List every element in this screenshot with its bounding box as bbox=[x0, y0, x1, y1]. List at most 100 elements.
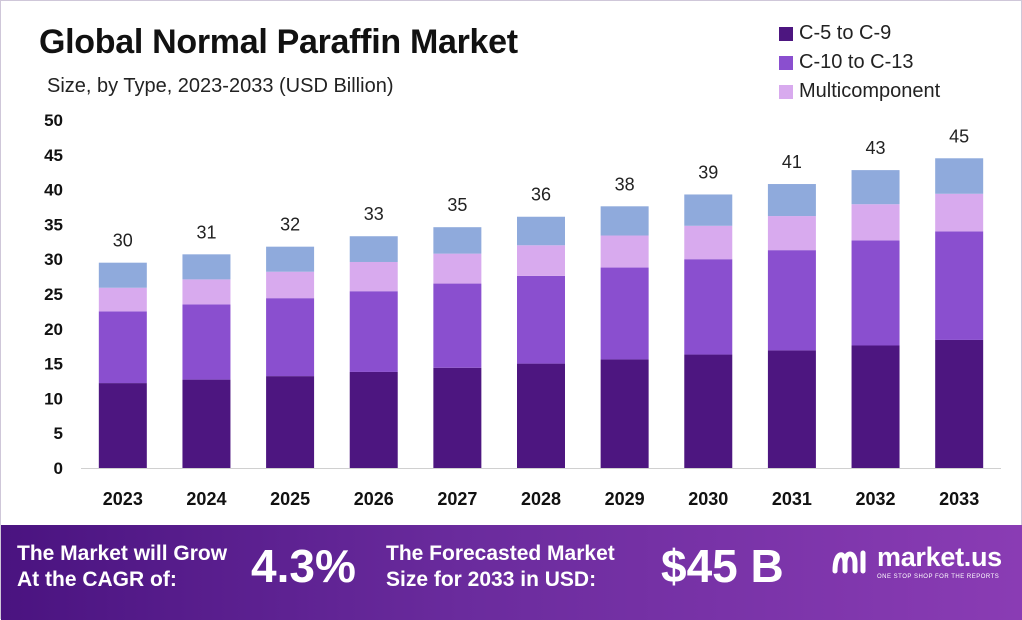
x-tick-label-2033: 2033 bbox=[939, 489, 979, 509]
x-tick-label-2031: 2031 bbox=[772, 489, 812, 509]
y-tick-label-15: 15 bbox=[44, 355, 63, 374]
bar-segment-2025-multicomponent bbox=[266, 271, 315, 299]
bar-total-label-2024: 31 bbox=[196, 222, 216, 242]
legend-item-multicomponent: Multicomponent bbox=[779, 77, 940, 106]
cagr-value: 4.3% bbox=[251, 540, 356, 592]
legend-swatch-c5-c9 bbox=[779, 26, 793, 41]
bar-segment-2030-multicomponent bbox=[684, 225, 733, 260]
forecast-label: The Forecasted Market Size for 2033 in U… bbox=[386, 541, 615, 593]
bar-total-label-2031: 41 bbox=[782, 152, 802, 172]
bar-total-label-2033: 45 bbox=[949, 126, 969, 146]
bar-segment-2031-other bbox=[767, 184, 816, 217]
bar-segment-2029-c-5-to-c-9 bbox=[600, 359, 649, 468]
logo-name: market.us bbox=[877, 542, 1002, 572]
bar-segment-2033-c-5-to-c-9 bbox=[935, 339, 984, 468]
x-tick-label-2029: 2029 bbox=[605, 489, 645, 509]
y-tick-label-30: 30 bbox=[44, 250, 63, 269]
bar-segment-2025-c-10-to-c-13 bbox=[266, 298, 315, 377]
bar-segment-2032-multicomponent bbox=[851, 204, 900, 241]
legend-item-c10-c13: C-10 to C-13 bbox=[779, 48, 940, 77]
bar-segment-2025-c-5-to-c-9 bbox=[266, 376, 315, 468]
bar-total-label-2026: 33 bbox=[364, 204, 384, 224]
y-tick-label-10: 10 bbox=[44, 389, 63, 408]
bar-segment-2030-c-5-to-c-9 bbox=[684, 354, 733, 468]
market-us-logo[interactable]: market.us ONE STOP SHOP FOR THE REPORTS bbox=[831, 541, 1002, 581]
summary-banner: The Market will Grow At the CAGR of: 4.3… bbox=[1, 525, 1022, 620]
bar-segment-2030-other bbox=[684, 194, 733, 226]
chart-title: Global Normal Paraffin Market bbox=[39, 23, 518, 61]
bar-segment-2033-c-10-to-c-13 bbox=[935, 231, 984, 340]
bar-segment-2023-c-10-to-c-13 bbox=[98, 311, 147, 384]
bar-segment-2024-c-10-to-c-13 bbox=[182, 304, 231, 380]
bar-segment-2027-c-5-to-c-9 bbox=[433, 367, 482, 468]
forecast-label-line-1: The Forecasted Market bbox=[386, 542, 615, 565]
bar-segment-2032-c-10-to-c-13 bbox=[851, 240, 900, 346]
chart-legend: C-5 to C-9 C-10 to C-13 Multicomponent bbox=[779, 19, 940, 106]
legend-swatch-multicomponent bbox=[779, 84, 793, 99]
bar-segment-2027-other bbox=[433, 227, 482, 254]
bar-total-label-2032: 43 bbox=[866, 138, 886, 158]
bar-segment-2026-c-10-to-c-13 bbox=[349, 291, 398, 372]
bar-segment-2025-other bbox=[266, 246, 315, 272]
cagr-label-line-2: At the CAGR of: bbox=[17, 568, 177, 591]
bar-segment-2027-c-10-to-c-13 bbox=[433, 283, 482, 368]
bar-segment-2024-multicomponent bbox=[182, 279, 231, 305]
bar-segment-2031-c-5-to-c-9 bbox=[767, 350, 816, 468]
x-tick-label-2030: 2030 bbox=[688, 489, 728, 509]
bar-segment-2033-multicomponent bbox=[935, 193, 984, 232]
x-tick-label-2023: 2023 bbox=[103, 489, 143, 509]
bar-segment-2031-multicomponent bbox=[767, 216, 816, 251]
x-tick-label-2025: 2025 bbox=[270, 489, 310, 509]
bar-segment-2023-multicomponent bbox=[98, 287, 147, 312]
bar-segment-2026-c-5-to-c-9 bbox=[349, 371, 398, 468]
bar-total-label-2028: 36 bbox=[531, 185, 551, 205]
bar-total-label-2023: 30 bbox=[113, 231, 133, 251]
bar-total-label-2029: 38 bbox=[615, 174, 635, 194]
bar-segment-2028-c-5-to-c-9 bbox=[517, 363, 565, 468]
logo-tagline: ONE STOP SHOP FOR THE REPORTS bbox=[877, 574, 1000, 580]
bar-segment-2033-other bbox=[935, 158, 984, 194]
y-tick-label-0: 0 bbox=[54, 459, 63, 478]
bar-segment-2032-c-5-to-c-9 bbox=[851, 345, 900, 468]
bar-segment-2028-c-10-to-c-13 bbox=[517, 275, 565, 364]
bar-segment-2031-c-10-to-c-13 bbox=[767, 250, 816, 351]
bar-segment-2029-other bbox=[600, 206, 649, 236]
y-tick-label-40: 40 bbox=[44, 181, 63, 200]
x-tick-label-2027: 2027 bbox=[437, 489, 477, 509]
x-tick-label-2024: 2024 bbox=[186, 489, 226, 509]
chart-subtitle: Size, by Type, 2023-2033 (USD Billion) bbox=[47, 75, 394, 97]
bar-segment-2027-multicomponent bbox=[433, 253, 482, 284]
y-tick-label-50: 50 bbox=[44, 111, 63, 130]
forecast-label-line-2: Size for 2033 in USD: bbox=[386, 568, 597, 591]
bar-segment-2023-other bbox=[98, 262, 147, 288]
bar-total-label-2027: 35 bbox=[447, 195, 467, 215]
cagr-label-line-1: The Market will Grow bbox=[17, 542, 228, 565]
bar-segment-2026-other bbox=[349, 236, 398, 262]
bar-segment-2028-multicomponent bbox=[517, 245, 565, 276]
bar-segment-2024-other bbox=[182, 254, 231, 280]
legend-label-c5-c9: C-5 to C-9 bbox=[799, 22, 892, 44]
bar-segment-2029-c-10-to-c-13 bbox=[600, 267, 649, 360]
x-tick-label-2028: 2028 bbox=[521, 489, 561, 509]
legend-label-c10-c13: C-10 to C-13 bbox=[799, 51, 914, 73]
bar-segment-2029-multicomponent bbox=[600, 235, 649, 268]
bar-segment-2024-c-5-to-c-9 bbox=[182, 379, 231, 468]
x-tick-label-2026: 2026 bbox=[354, 489, 394, 509]
market-us-logo-icon bbox=[832, 550, 866, 574]
y-tick-label-45: 45 bbox=[44, 146, 63, 165]
y-tick-label-5: 5 bbox=[54, 424, 63, 443]
bar-total-label-2025: 32 bbox=[280, 215, 300, 235]
legend-item-c5-c9: C-5 to C-9 bbox=[779, 19, 940, 48]
cagr-label: The Market will Grow At the CAGR of: bbox=[17, 541, 227, 593]
y-tick-label-20: 20 bbox=[44, 320, 63, 339]
bar-segment-2026-multicomponent bbox=[349, 261, 398, 292]
y-tick-label-35: 35 bbox=[44, 215, 63, 234]
forecast-value: $45 B bbox=[661, 540, 784, 592]
bar-total-label-2030: 39 bbox=[698, 162, 718, 182]
bar-segment-2032-other bbox=[851, 170, 900, 205]
stacked-bar-chart: 0510152025303540455030202331202432202533… bbox=[44, 111, 1001, 509]
y-tick-label-25: 25 bbox=[44, 285, 63, 304]
bar-segment-2028-other bbox=[517, 216, 565, 246]
x-tick-label-2032: 2032 bbox=[856, 489, 896, 509]
